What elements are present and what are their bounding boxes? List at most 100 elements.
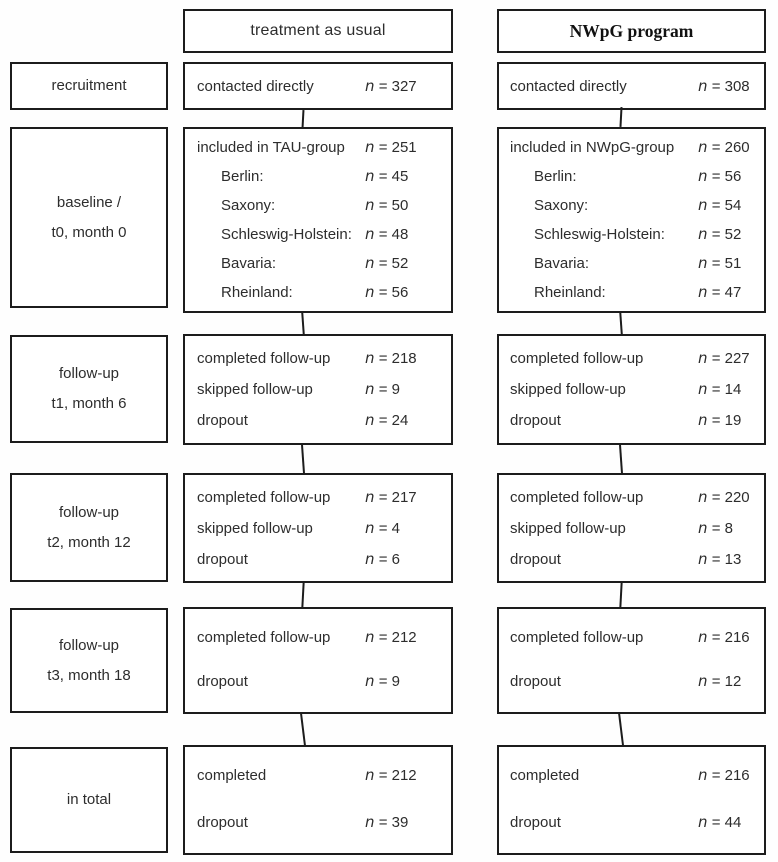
n-count: = 251 xyxy=(378,139,417,156)
stat-line: dropout n = 9 xyxy=(197,667,439,696)
n-symbol: n xyxy=(365,349,375,367)
stat-label: completed follow-up xyxy=(510,629,644,646)
n-symbol: n xyxy=(365,167,375,185)
stage-box-recruitment: recruitment xyxy=(10,62,168,110)
stat-value: n = 56 xyxy=(365,278,408,307)
stat-label: dropout xyxy=(510,814,561,831)
n-symbol: n xyxy=(698,411,708,429)
stage-box-followup-t3: follow-up t3, month 18 xyxy=(10,608,168,713)
n-count: = 44 xyxy=(711,814,742,831)
n-count: = 220 xyxy=(711,488,750,506)
stat-line: skipped follow-up n = 8 xyxy=(510,513,752,544)
connector-line xyxy=(299,713,307,746)
stat-label: contacted directly xyxy=(197,77,314,95)
stat-line: dropout n = 12 xyxy=(510,667,752,696)
n-count: = 39 xyxy=(378,814,409,831)
n-symbol: n xyxy=(698,349,708,367)
n-symbol: n xyxy=(698,167,708,185)
n-symbol: n xyxy=(698,518,708,537)
tau-header-label: treatment as usual xyxy=(250,22,386,39)
stat-line: dropout n = 19 xyxy=(510,405,752,436)
connector-line xyxy=(301,311,305,336)
n-count: = 4 xyxy=(378,519,400,537)
stat-label: Rheinland: xyxy=(221,284,293,301)
stat-label: completed xyxy=(510,767,580,784)
stage-label: t2, month 12 xyxy=(47,533,131,551)
n-count: = 9 xyxy=(378,673,400,690)
stat-value: n = 308 xyxy=(698,72,750,101)
nwpg-baseline-box: included in NWpG-group n = 260 Berlin: n… xyxy=(497,127,766,313)
connector-line xyxy=(619,581,623,609)
n-symbol: n xyxy=(365,283,375,301)
stat-line: skipped follow-up n = 4 xyxy=(197,513,439,544)
stat-value: n = 48 xyxy=(365,220,408,249)
stage-label: follow-up xyxy=(58,503,120,521)
stat-value: n = 47 xyxy=(698,278,741,307)
stat-value: n = 56 xyxy=(698,162,741,191)
n-symbol: n xyxy=(698,196,708,214)
n-symbol: n xyxy=(365,518,375,537)
stat-line: Bavaria: n = 52 xyxy=(197,249,439,278)
n-count: = 47 xyxy=(711,284,742,301)
stat-value: n = 327 xyxy=(365,72,417,101)
n-count: = 260 xyxy=(711,139,750,156)
n-count: = 327 xyxy=(378,77,417,95)
stat-value: n = 9 xyxy=(365,667,400,696)
stat-label: Rheinland: xyxy=(534,284,606,301)
stat-line: included in TAU-group n = 251 xyxy=(197,133,439,162)
stage-label: t3, month 18 xyxy=(47,666,131,684)
stat-line: contacted directly n = 308 xyxy=(510,72,752,101)
stat-label: completed follow-up xyxy=(510,488,644,506)
tau-recruitment-box: contacted directly n = 327 xyxy=(183,62,453,110)
n-symbol: n xyxy=(698,672,708,690)
stat-value: n = 216 xyxy=(698,761,750,790)
stat-label: dropout xyxy=(510,412,561,429)
stat-label: included in TAU-group xyxy=(197,139,345,156)
n-symbol: n xyxy=(698,225,708,243)
n-symbol: n xyxy=(698,628,708,646)
stat-value: n = 45 xyxy=(365,162,408,191)
stat-label: skipped follow-up xyxy=(510,519,626,537)
n-count: = 8 xyxy=(711,519,733,537)
stat-label: Berlin: xyxy=(534,168,577,185)
stat-line: completed follow-up n = 218 xyxy=(197,343,439,374)
n-count: = 19 xyxy=(711,412,742,429)
stat-label: dropout xyxy=(197,550,248,568)
stat-value: n = 14 xyxy=(698,374,741,405)
stat-value: n = 51 xyxy=(698,249,741,278)
stat-line: completed follow-up n = 220 xyxy=(510,482,752,513)
stage-box-followup-t2: follow-up t2, month 12 xyxy=(10,473,168,582)
stat-value: n = 54 xyxy=(698,191,741,220)
stat-line: included in NWpG-group n = 260 xyxy=(510,133,752,162)
stat-label: completed follow-up xyxy=(197,629,331,646)
n-symbol: n xyxy=(365,549,375,568)
nwpg-in-total-box: completed n = 216 dropout n = 44 xyxy=(497,745,766,855)
stage-label: t0, month 0 xyxy=(51,223,127,241)
n-count: = 212 xyxy=(378,629,417,646)
nwpg-column-header: NWpG program xyxy=(497,9,766,53)
stat-line: completed follow-up n = 212 xyxy=(197,623,439,652)
stat-line: completed n = 216 xyxy=(510,761,752,790)
stat-value: n = 251 xyxy=(365,133,417,162)
nwpg-followup-t3-box: completed follow-up n = 216 dropout n = … xyxy=(497,607,766,714)
stat-value: n = 217 xyxy=(365,482,417,513)
n-count: = 56 xyxy=(378,284,409,301)
connector-line xyxy=(619,310,623,336)
stage-label: follow-up xyxy=(58,365,120,382)
n-symbol: n xyxy=(698,254,708,272)
stat-value: n = 44 xyxy=(698,808,741,837)
n-count: = 227 xyxy=(711,350,750,367)
stat-label: Saxony: xyxy=(221,197,276,214)
stat-label: dropout xyxy=(197,673,248,690)
stat-line: dropout n = 13 xyxy=(510,544,752,575)
stat-label: Berlin: xyxy=(221,168,264,185)
connector-line xyxy=(300,443,306,475)
stat-line: Schleswig-Holstein: n = 52 xyxy=(510,220,752,249)
nwpg-recruitment-box: contacted directly n = 308 xyxy=(497,62,766,110)
stat-line: Rheinland: n = 56 xyxy=(197,278,439,307)
stat-label: completed follow-up xyxy=(510,350,644,367)
stage-label: baseline / xyxy=(56,193,122,211)
stat-value: n = 13 xyxy=(698,544,741,575)
n-count: = 51 xyxy=(711,255,742,272)
